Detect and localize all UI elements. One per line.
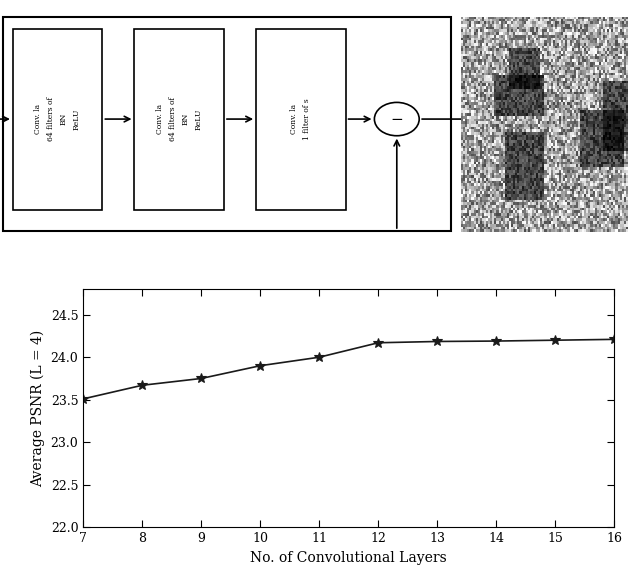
Text: Conv. la
64 filters of
BN
ReLU: Conv. la 64 filters of BN ReLU	[156, 97, 202, 141]
Text: Conv. la
1 filter of s: Conv. la 1 filter of s	[291, 98, 311, 140]
X-axis label: No. of Convolutional Layers: No. of Convolutional Layers	[250, 551, 447, 565]
FancyBboxPatch shape	[134, 28, 224, 210]
FancyBboxPatch shape	[256, 28, 346, 210]
FancyBboxPatch shape	[3, 16, 451, 231]
Y-axis label: Average PSNR (L = 4): Average PSNR (L = 4)	[31, 329, 45, 487]
FancyBboxPatch shape	[13, 28, 102, 210]
Text: −: −	[390, 112, 403, 126]
Text: Conv. la
64 filters of
BN
ReLU: Conv. la 64 filters of BN ReLU	[35, 97, 81, 141]
